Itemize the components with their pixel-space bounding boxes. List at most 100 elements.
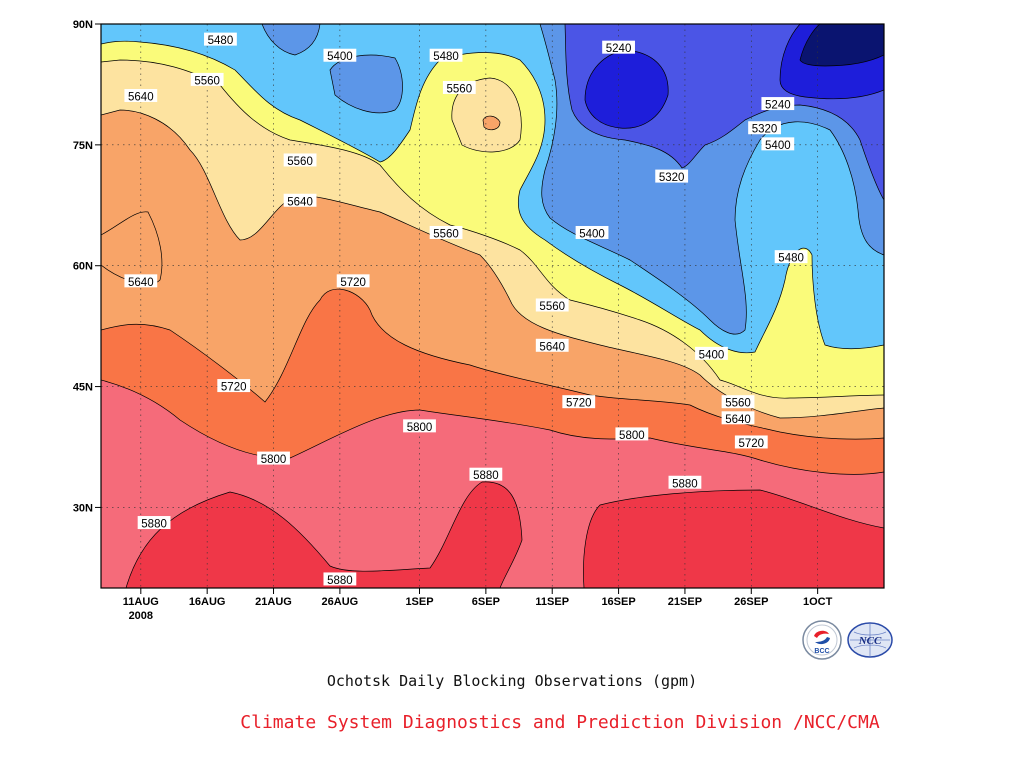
- contour-label: 5400: [327, 51, 353, 63]
- contour-label: 5320: [659, 172, 685, 184]
- band-5160-5240-a: [585, 50, 669, 129]
- contour-label-bg: [442, 80, 476, 94]
- contour-label: 5560: [539, 301, 565, 313]
- contour-label: 5640: [725, 414, 751, 426]
- contour-label: 5800: [261, 454, 287, 466]
- contour-label-bg: [190, 72, 224, 86]
- contour-label-bg: [615, 427, 649, 441]
- contour-label: 5720: [566, 398, 592, 410]
- contour-label: 5480: [208, 35, 234, 47]
- contour-label: 5560: [194, 75, 220, 87]
- contour-label-bg: [283, 193, 317, 207]
- contour-label: 5560: [725, 398, 751, 410]
- contour-label: 5480: [778, 253, 804, 265]
- contour-label: 5400: [699, 349, 725, 361]
- contour-label: 5880: [473, 470, 499, 482]
- contour-label-bg: [535, 338, 569, 352]
- x-tick-label: 26AUG: [322, 596, 359, 608]
- band-5640-dot: [483, 116, 500, 130]
- contour-label-bg: [124, 274, 158, 288]
- contour-label-bg: [204, 32, 237, 46]
- contour-label-bg: [323, 48, 357, 62]
- chart-title: Ochotsk Daily Blocking Observations (gpm…: [326, 672, 698, 690]
- ncc-logo-text: NCC: [858, 635, 882, 647]
- contour-label-bg: [124, 89, 158, 103]
- ncc-logo: NCC: [846, 620, 894, 660]
- contour-label-bg: [257, 451, 290, 465]
- contour-label-bg: [695, 346, 728, 360]
- contour-labels: 5480 5400 5480 5240 5560 5560 5640 5240 5320 5400…: [124, 32, 808, 587]
- x-tick-label: 16AUG: [189, 596, 226, 608]
- contour-label: 5800: [619, 430, 645, 442]
- bcc-logo: BCC: [802, 620, 842, 660]
- contour-label: 5560: [287, 156, 313, 168]
- band-5320-5400-island: [330, 55, 403, 113]
- contour-label: 5640: [128, 92, 154, 104]
- contour-label-bg: [668, 475, 702, 489]
- contour-label-bg: [137, 516, 171, 530]
- contour-label-bg: [217, 379, 251, 393]
- contour-label-bg: [336, 274, 370, 288]
- y-tick-label: 60N: [73, 261, 93, 273]
- band-gt-5880-a: [126, 481, 522, 588]
- credit-line: Climate System Diagnostics and Predictio…: [240, 712, 880, 733]
- contour-label-bg: [774, 250, 808, 264]
- y-tick-label: 30N: [73, 502, 93, 514]
- contour-label-bg: [655, 169, 689, 183]
- contour-label-bg: [761, 137, 795, 151]
- contour-label-bg: [283, 153, 317, 167]
- contour-label-bg: [602, 40, 635, 54]
- contour-label-bg: [575, 225, 609, 239]
- contour-label: 5640: [287, 196, 313, 208]
- contour-label: 5720: [221, 382, 247, 394]
- x-tick-label: 26SEP: [734, 596, 768, 608]
- x-tick-label: 21AUG: [255, 596, 292, 608]
- contour-label: 5720: [738, 438, 764, 450]
- x-tick-label: 21SEP: [668, 596, 702, 608]
- band-lt-5160: [800, 24, 884, 66]
- contour-label-bg: [429, 48, 463, 62]
- x-axis: 11AUG 2008 16AUG 21AUG 26AUG 1SEP 6SEP 11SEP 16S…: [123, 588, 833, 622]
- x-tick-label: 1OCT: [803, 596, 833, 608]
- band-gt-5880-b: [583, 490, 884, 588]
- contour-label: 5320: [752, 124, 778, 136]
- contour-label: 5880: [327, 575, 353, 587]
- contour-label-bg: [429, 225, 463, 239]
- contour-label: 5400: [765, 140, 791, 152]
- y-tick-label: 75N: [73, 140, 93, 152]
- contour-label-bg: [721, 411, 755, 425]
- contour-label: 5560: [447, 83, 473, 95]
- contour-label: 5480: [433, 51, 459, 63]
- contour-label: 5400: [579, 228, 605, 240]
- contour-label-bg: [734, 435, 768, 449]
- x-tick-label: 11SEP: [535, 596, 569, 608]
- contour-label-bg: [469, 467, 503, 481]
- x-tick-sublabel: 2008: [129, 610, 153, 622]
- contour-label: 5800: [407, 422, 433, 434]
- contour-label: 5240: [606, 43, 632, 55]
- y-tick-label: 45N: [73, 382, 93, 394]
- y-axis: 30N 45N 60N 75N 90N: [73, 19, 101, 514]
- contour-label-bg: [761, 97, 795, 111]
- contour-label-bg: [403, 419, 436, 433]
- contour-label: 5240: [765, 100, 791, 112]
- plot-frame: [100, 23, 885, 589]
- x-tick-label: 1SEP: [405, 596, 433, 608]
- contour-label-bg: [721, 395, 755, 409]
- band-5320-5400-top: [262, 24, 320, 55]
- contour-label-bg: [323, 572, 357, 586]
- contour-fill-layer: [101, 24, 884, 588]
- contour-label: 5720: [340, 277, 366, 289]
- x-tick-label: 11AUG: [123, 596, 159, 608]
- bcc-logo-text: BCC: [814, 648, 829, 655]
- contour-label: 5640: [539, 341, 565, 353]
- contour-label-bg: [535, 298, 569, 312]
- band-5640-pocket: [101, 211, 162, 285]
- contour-label: 5640: [128, 277, 154, 289]
- y-tick-label: 90N: [73, 19, 93, 31]
- contour-label: 5560: [433, 228, 459, 240]
- band-5560-dome: [451, 78, 522, 152]
- contour-label-bg: [562, 395, 596, 409]
- x-tick-label: 16SEP: [601, 596, 635, 608]
